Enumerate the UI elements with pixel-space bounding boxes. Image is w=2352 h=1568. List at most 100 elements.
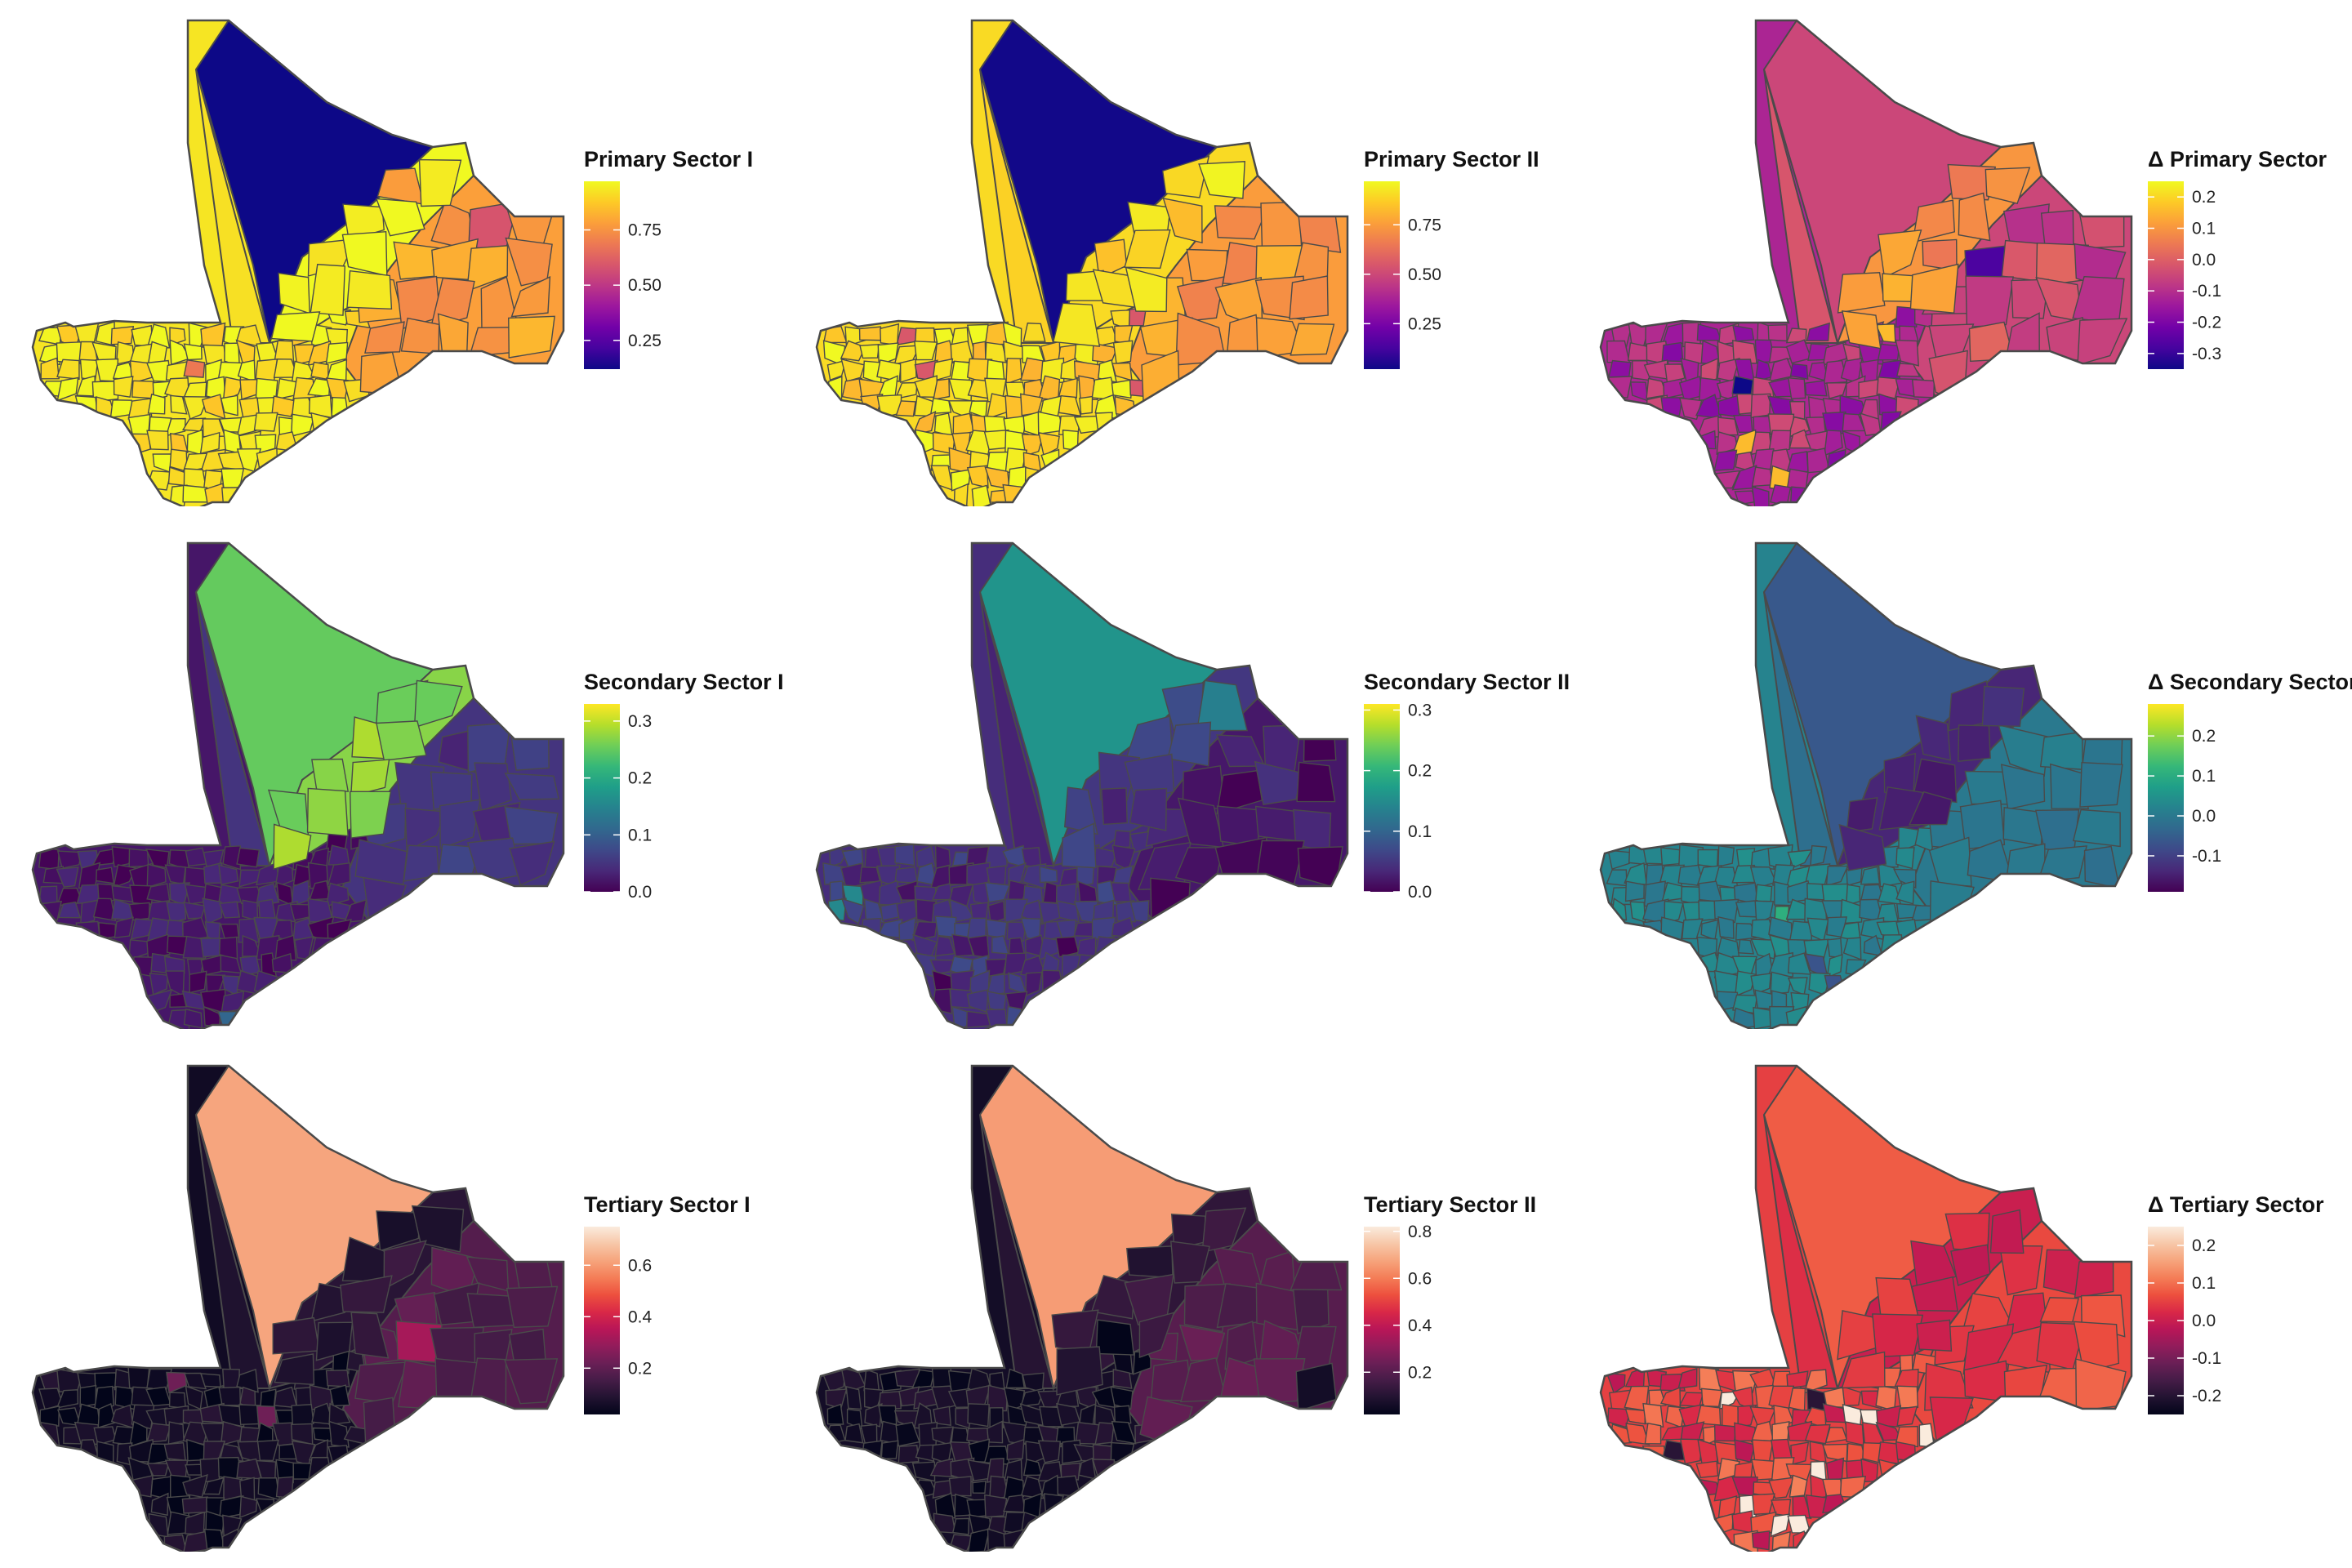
district-polygon [56,866,79,888]
district-polygon [350,759,390,797]
district-polygon [1751,1530,1771,1551]
district-polygon [506,1285,559,1328]
district-polygon [1841,310,1882,350]
district-polygon [325,341,349,364]
district-polygon [894,844,915,866]
district-polygon [325,882,350,907]
district-polygon [1022,322,1046,342]
district-polygon [929,1458,955,1478]
district-polygon [200,1373,221,1388]
tick-label: 0.2 [1408,1363,1432,1382]
district-polygon [1895,339,1919,367]
district-polygon [510,725,550,771]
district-polygon [1644,1422,1662,1445]
district-polygon [1162,198,1203,244]
district-polygon [1064,786,1098,835]
district-polygon [272,1316,320,1355]
legend-colorbar: 0.25 0.50 0.75 [584,181,662,369]
district-polygon [987,1420,1004,1444]
tick-label: 0.3 [1408,701,1432,719]
district-polygon [273,823,312,871]
district-polygon [222,845,242,871]
district-polygon [1965,275,2014,328]
district-polygon [929,959,956,975]
district-polygon [1767,951,1794,978]
legend-colorbar: -0.3 -0.2 -0.1 0.0 0.1 0.2 [2148,181,2221,369]
district-polygon [1959,800,2006,850]
district-polygon [1984,167,2031,204]
district-polygon [878,1390,902,1410]
district-polygon [163,1441,186,1461]
district-polygon [236,847,261,868]
district-polygon [1642,1402,1664,1428]
district-polygon [1958,192,1991,242]
tick-label: 0.4 [1408,1316,1432,1335]
choropleth-map [31,19,565,506]
district-polygon [951,1517,970,1535]
district-polygon [1661,341,1684,363]
district-polygon [967,1403,990,1428]
district-polygon [972,1480,987,1494]
district-polygon [1751,486,1770,506]
district-polygon [1660,397,1684,416]
district-polygon [400,317,440,355]
tick-label: 0.1 [2192,220,2216,238]
district-polygon [1786,1370,1809,1389]
district-polygon [57,901,82,919]
district-polygon [951,933,974,957]
district-polygon [168,1392,186,1410]
district-polygon [932,988,952,1014]
district-polygon [510,275,551,318]
district-polygon [114,916,135,939]
district-polygon [383,1240,427,1290]
choropleth-map [1599,19,2133,506]
district-polygon [1124,229,1171,270]
tick-label: 0.0 [2192,1312,2216,1330]
district-polygon [236,1368,259,1393]
district-polygon [1876,376,1901,399]
district-polygon [350,1312,390,1359]
district-polygon [1803,1369,1828,1394]
district-polygon [863,1369,880,1392]
colorbar-gradient [584,704,620,892]
district-polygon [1785,327,1807,344]
district-polygon [1003,1476,1025,1502]
district-polygon [2072,808,2121,848]
tick-label: -0.1 [2192,1349,2221,1368]
district-polygon [1846,796,1878,833]
district-polygon [219,901,241,919]
district-polygon [1878,229,1922,278]
district-polygon [79,1384,97,1408]
district-polygon [894,866,919,884]
legend-colorbar: 0.2 0.4 0.6 0.8 [1364,1223,1432,1414]
district-polygon [2037,845,2088,883]
tick-label: 0.2 [2192,727,2216,746]
district-polygon [1824,430,1843,457]
district-polygon [439,799,481,849]
district-polygon [1717,915,1735,939]
district-polygon [1196,679,1248,732]
country-border [1599,541,2133,1029]
district-polygon [1290,323,1335,356]
district-polygon [1928,836,1972,887]
colorbar-gradient [584,181,620,369]
district-polygon [1896,1405,1918,1427]
district-polygon [1679,1438,1704,1465]
district-polygon [199,431,220,455]
district-polygon [1915,715,1952,761]
country-border [815,1064,1349,1552]
district-polygon [202,898,223,925]
district-polygon [56,1389,79,1409]
district-polygon [1039,866,1058,884]
district-polygon [1717,844,1735,868]
district-polygon [255,882,280,907]
district-polygon [933,378,951,401]
district-polygon [1076,937,1097,957]
district-polygon [1731,375,1754,397]
district-polygon [411,1205,465,1253]
district-polygon [1624,880,1645,902]
district-polygon [376,720,427,762]
district-polygon [984,1494,1008,1518]
legend-title: Tertiary Sector II [1364,1192,1537,1217]
district-polygon [1167,721,1212,767]
